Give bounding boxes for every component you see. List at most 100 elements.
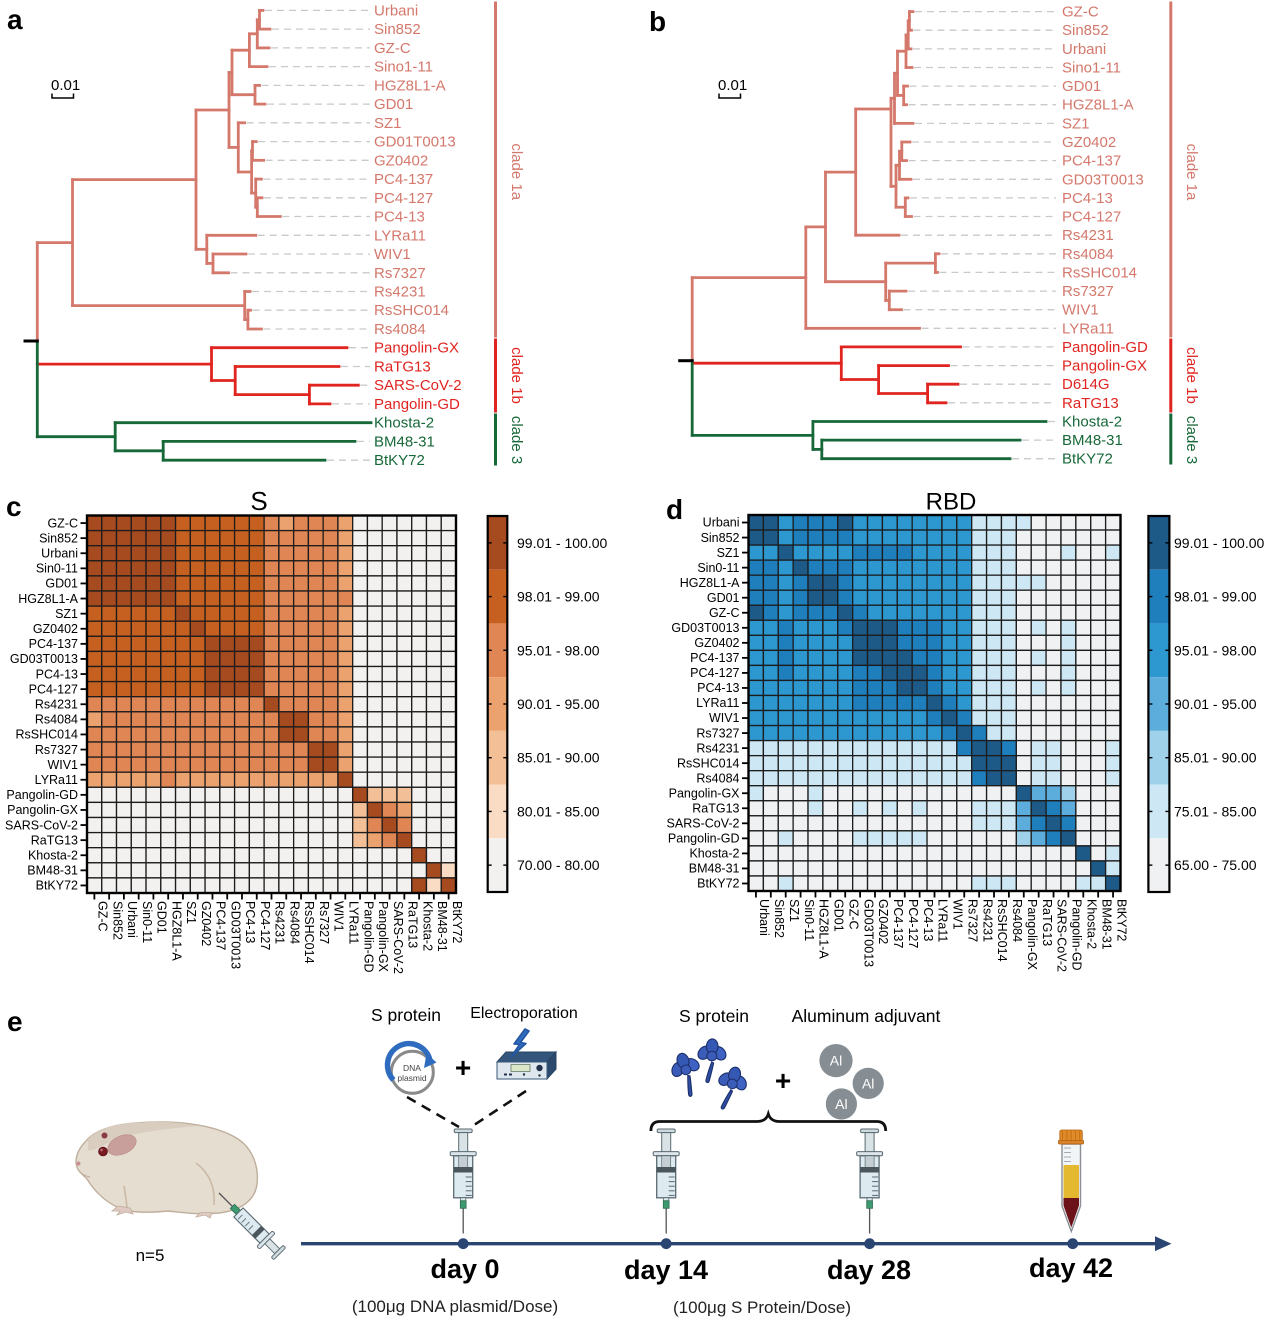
svg-text:SZ1: SZ1 bbox=[184, 901, 198, 924]
svg-text:GZ0402: GZ0402 bbox=[33, 622, 78, 636]
svg-text:+: + bbox=[455, 1052, 471, 1083]
svg-text:Rs4084: Rs4084 bbox=[696, 771, 739, 785]
svg-text:Sin852: Sin852 bbox=[39, 531, 78, 545]
svg-text:Sin0-11: Sin0-11 bbox=[140, 901, 154, 943]
svg-text:S protein: S protein bbox=[679, 1006, 749, 1026]
svg-text:Pangolin-GX: Pangolin-GX bbox=[376, 901, 390, 973]
svg-text:RaTG13: RaTG13 bbox=[406, 901, 420, 948]
svg-text:Sin852: Sin852 bbox=[1062, 22, 1109, 39]
svg-text:Urbani: Urbani bbox=[41, 546, 78, 560]
svg-text:Aluminum adjuvant: Aluminum adjuvant bbox=[792, 1006, 941, 1026]
svg-text:PC4-127: PC4-127 bbox=[690, 666, 739, 680]
svg-text:LYRa11: LYRa11 bbox=[696, 696, 739, 710]
svg-text:Sin0-11: Sin0-11 bbox=[36, 562, 78, 576]
svg-text:GD01: GD01 bbox=[1062, 78, 1101, 95]
svg-text:d: d bbox=[666, 494, 683, 525]
svg-text:LYRa11: LYRa11 bbox=[374, 227, 426, 244]
svg-text:GD03T0013: GD03T0013 bbox=[1062, 171, 1144, 188]
svg-text:GD03T0013: GD03T0013 bbox=[861, 899, 875, 967]
svg-text:BtKY72: BtKY72 bbox=[36, 879, 78, 893]
svg-text:HGZ8L1-A: HGZ8L1-A bbox=[680, 576, 740, 590]
svg-text:RsSHC014: RsSHC014 bbox=[1062, 264, 1137, 281]
svg-text:Urbani: Urbani bbox=[125, 901, 139, 938]
svg-text:LYRa11: LYRa11 bbox=[1062, 320, 1114, 337]
svg-text:SARS-CoV-2: SARS-CoV-2 bbox=[1055, 899, 1069, 972]
svg-text:0.01: 0.01 bbox=[51, 77, 80, 94]
svg-text:HGZ8L1-A: HGZ8L1-A bbox=[817, 899, 831, 959]
svg-text:PC4-127: PC4-127 bbox=[1062, 209, 1121, 226]
svg-text:Pangolin-GX: Pangolin-GX bbox=[1062, 358, 1147, 375]
svg-text:GZ0402: GZ0402 bbox=[694, 636, 739, 650]
svg-text:RBD: RBD bbox=[926, 489, 977, 516]
svg-text:WIV1: WIV1 bbox=[47, 758, 78, 772]
svg-text:GD01: GD01 bbox=[374, 96, 413, 113]
svg-text:GD03T0013: GD03T0013 bbox=[671, 621, 739, 635]
svg-text:GD01T0013: GD01T0013 bbox=[374, 134, 456, 151]
svg-text:Rs7327: Rs7327 bbox=[317, 901, 331, 944]
svg-text:GD03T0013: GD03T0013 bbox=[10, 652, 78, 666]
svg-text:Rs4231: Rs4231 bbox=[35, 697, 78, 711]
svg-text:Sin852: Sin852 bbox=[374, 21, 421, 38]
svg-text:90.01 - 95.00: 90.01 - 95.00 bbox=[1174, 696, 1257, 712]
svg-text:PC4-137: PC4-137 bbox=[690, 651, 739, 665]
svg-text:RaTG13: RaTG13 bbox=[1040, 899, 1054, 946]
svg-text:GZ-C: GZ-C bbox=[374, 40, 411, 57]
svg-text:clade 3: clade 3 bbox=[508, 416, 525, 464]
svg-text:PC4-13: PC4-13 bbox=[697, 681, 739, 695]
svg-text:RaTG13: RaTG13 bbox=[31, 833, 78, 847]
svg-text:80.01 - 85.00: 80.01 - 85.00 bbox=[517, 803, 600, 819]
svg-text:Electroporation: Electroporation bbox=[470, 1005, 578, 1022]
svg-text:0.01: 0.01 bbox=[718, 77, 747, 94]
svg-text:HGZ8L1-A: HGZ8L1-A bbox=[18, 592, 78, 606]
svg-text:BM48-31: BM48-31 bbox=[1099, 899, 1113, 950]
svg-text:Pangolin-GX: Pangolin-GX bbox=[1025, 899, 1039, 971]
svg-text:PC4-13: PC4-13 bbox=[36, 667, 78, 681]
svg-text:RsSHC014: RsSHC014 bbox=[677, 756, 740, 770]
svg-text:RaTG13: RaTG13 bbox=[374, 359, 431, 376]
svg-text:WIV1: WIV1 bbox=[332, 901, 346, 932]
svg-text:PC4-13: PC4-13 bbox=[1062, 190, 1113, 207]
svg-text:95.01 - 98.00: 95.01 - 98.00 bbox=[517, 642, 600, 658]
svg-text:Pangolin-GD: Pangolin-GD bbox=[374, 396, 460, 413]
svg-text:Urbani: Urbani bbox=[757, 899, 771, 936]
svg-text:Sin852: Sin852 bbox=[701, 531, 740, 545]
svg-text:BM48-31: BM48-31 bbox=[27, 864, 78, 878]
svg-text:Rs7327: Rs7327 bbox=[35, 743, 78, 757]
svg-text:Khosta-2: Khosta-2 bbox=[374, 415, 434, 432]
svg-text:SARS-CoV-2: SARS-CoV-2 bbox=[374, 377, 462, 394]
svg-text:GZ-C: GZ-C bbox=[96, 901, 110, 932]
svg-text:(100μg DNA plasmid/Dose): (100μg DNA plasmid/Dose) bbox=[352, 1297, 558, 1316]
svg-text:BtKY72: BtKY72 bbox=[1114, 899, 1128, 941]
svg-text:Pangolin-GD: Pangolin-GD bbox=[1070, 899, 1084, 971]
svg-text:98.01 - 99.00: 98.01 - 99.00 bbox=[517, 589, 600, 605]
svg-text:GZ0402: GZ0402 bbox=[876, 899, 890, 944]
svg-text:PC4-127: PC4-127 bbox=[29, 682, 78, 696]
svg-text:day 28: day 28 bbox=[827, 1255, 911, 1285]
svg-text:BM48-31: BM48-31 bbox=[689, 862, 740, 876]
svg-text:Pangolin-GD: Pangolin-GD bbox=[668, 832, 740, 846]
svg-text:+: + bbox=[775, 1065, 791, 1096]
svg-text:HGZ8L1-A: HGZ8L1-A bbox=[1062, 97, 1134, 114]
svg-text:Khosta-2: Khosta-2 bbox=[420, 901, 434, 951]
svg-text:PC4-137: PC4-137 bbox=[214, 901, 228, 950]
svg-text:Khosta-2: Khosta-2 bbox=[689, 847, 739, 861]
svg-text:70.00 - 80.00: 70.00 - 80.00 bbox=[517, 857, 600, 873]
svg-text:PC4-137: PC4-137 bbox=[374, 171, 433, 188]
svg-text:Khosta-2: Khosta-2 bbox=[28, 848, 78, 862]
svg-text:85.01 - 90.00: 85.01 - 90.00 bbox=[1174, 750, 1257, 766]
svg-text:DNA: DNA bbox=[403, 1063, 421, 1073]
svg-text:clade 1a: clade 1a bbox=[508, 143, 525, 200]
svg-text:BtKY72: BtKY72 bbox=[450, 901, 464, 943]
svg-text:Rs4231: Rs4231 bbox=[374, 284, 426, 301]
svg-text:BM48-31: BM48-31 bbox=[435, 901, 449, 952]
svg-text:99.01 - 100.00: 99.01 - 100.00 bbox=[517, 535, 608, 551]
svg-text:BM48-31: BM48-31 bbox=[1062, 432, 1123, 449]
svg-text:Pangolin-GX: Pangolin-GX bbox=[374, 340, 459, 357]
svg-text:BtKY72: BtKY72 bbox=[697, 877, 739, 891]
svg-text:Pangolin-GX: Pangolin-GX bbox=[669, 786, 741, 800]
svg-text:PC4-137: PC4-137 bbox=[891, 899, 905, 948]
svg-text:Rs4084: Rs4084 bbox=[374, 321, 426, 338]
svg-text:SARS-CoV-2: SARS-CoV-2 bbox=[391, 901, 405, 974]
svg-text:LYRa11: LYRa11 bbox=[347, 901, 361, 944]
svg-text:Al: Al bbox=[835, 1096, 847, 1112]
